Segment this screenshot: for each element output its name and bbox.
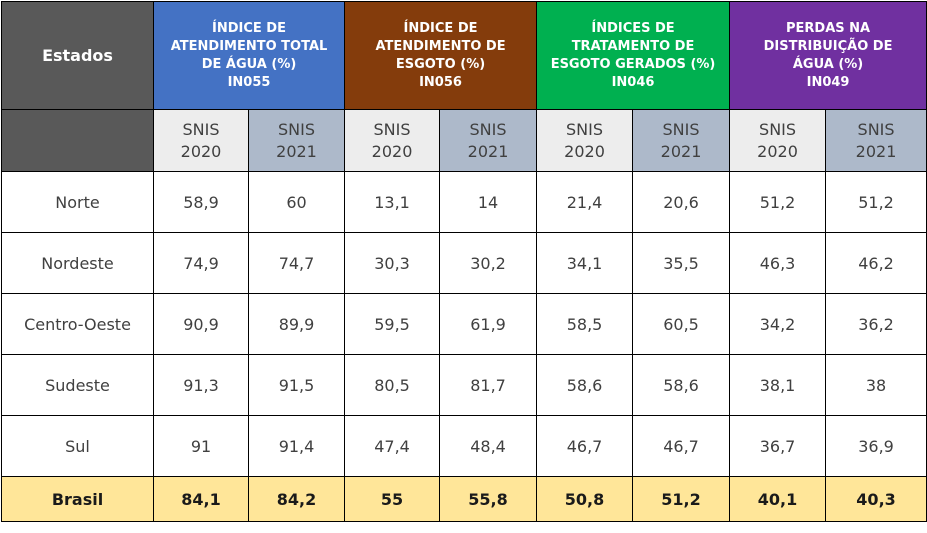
value-cell: 58,6 bbox=[536, 354, 634, 416]
subheader-snis-2020: SNIS 2020 bbox=[344, 109, 441, 172]
subheader-blank bbox=[1, 109, 154, 172]
value-cell: 36,9 bbox=[825, 415, 927, 477]
value-cell: 80,5 bbox=[344, 354, 441, 416]
value-cell: 34,1 bbox=[536, 232, 634, 294]
value-cell: 60,5 bbox=[632, 293, 731, 355]
value-cell: 36,7 bbox=[729, 415, 827, 477]
header-water-distribution-losses: PERDAS NA DISTRIBUIÇÃO DE ÁGUA (%) IN049 bbox=[729, 1, 927, 110]
value-cell: 91,3 bbox=[153, 354, 249, 416]
value-cell: 48,4 bbox=[439, 415, 538, 477]
value-cell: 47,4 bbox=[344, 415, 441, 477]
value-cell: 59,5 bbox=[344, 293, 441, 355]
value-cell: 91,4 bbox=[247, 415, 346, 477]
subheader-row: SNIS 2020 SNIS 2021 SNIS 2020 SNIS 2021 … bbox=[1, 109, 927, 172]
value-cell: 38 bbox=[825, 354, 927, 416]
value-cell: 91,5 bbox=[247, 354, 346, 416]
value-cell: 61,9 bbox=[439, 293, 538, 355]
subheader-snis-2021: SNIS 2021 bbox=[632, 109, 731, 172]
value-cell: 30,2 bbox=[439, 232, 538, 294]
table-row: Norte 58,9 60 13,1 14 21,4 20,6 51,2 51,… bbox=[1, 171, 927, 233]
state-name: Centro-Oeste bbox=[1, 293, 154, 355]
total-value-cell: 40,1 bbox=[729, 476, 827, 522]
value-cell: 91 bbox=[153, 415, 249, 477]
value-cell: 58,9 bbox=[153, 171, 249, 233]
value-cell: 14 bbox=[439, 171, 538, 233]
value-cell: 81,7 bbox=[439, 354, 538, 416]
header-sewage-treatment-index: ÍNDICES DE TRATAMENTO DE ESGOTO GERADOS … bbox=[536, 1, 731, 110]
total-value-cell: 40,3 bbox=[825, 476, 927, 522]
value-cell: 51,2 bbox=[729, 171, 827, 233]
total-value-cell: 50,8 bbox=[536, 476, 634, 522]
value-cell: 20,6 bbox=[632, 171, 731, 233]
value-cell: 51,2 bbox=[825, 171, 927, 233]
subheader-snis-2021: SNIS 2021 bbox=[825, 109, 927, 172]
total-row: Brasil 84,1 84,2 55 55,8 50,8 51,2 40,1 … bbox=[1, 476, 927, 522]
snis-table: Estados ÍNDICE DE ATENDIMENTO TOTAL DE Á… bbox=[1, 1, 927, 522]
subheader-snis-2020: SNIS 2020 bbox=[729, 109, 827, 172]
value-cell: 34,2 bbox=[729, 293, 827, 355]
subheader-snis-2020: SNIS 2020 bbox=[153, 109, 249, 172]
state-name: Sul bbox=[1, 415, 154, 477]
value-cell: 58,5 bbox=[536, 293, 634, 355]
total-value-cell: 55 bbox=[344, 476, 441, 522]
state-name: Sudeste bbox=[1, 354, 154, 416]
value-cell: 90,9 bbox=[153, 293, 249, 355]
subheader-snis-2020: SNIS 2020 bbox=[536, 109, 634, 172]
state-name: Norte bbox=[1, 171, 154, 233]
total-value-cell: 55,8 bbox=[439, 476, 538, 522]
value-cell: 46,7 bbox=[536, 415, 634, 477]
value-cell: 74,7 bbox=[247, 232, 346, 294]
value-cell: 74,9 bbox=[153, 232, 249, 294]
header-sewage-service-index: ÍNDICE DE ATENDIMENTO DE ESGOTO (%) IN05… bbox=[344, 1, 538, 110]
header-water-service-index: ÍNDICE DE ATENDIMENTO TOTAL DE ÁGUA (%) … bbox=[152, 1, 346, 110]
value-cell: 35,5 bbox=[632, 232, 731, 294]
value-cell: 58,6 bbox=[632, 354, 731, 416]
subheader-snis-2021: SNIS 2021 bbox=[247, 109, 346, 172]
value-cell: 13,1 bbox=[344, 171, 441, 233]
header-states: Estados bbox=[1, 1, 154, 110]
table-row: Nordeste 74,9 74,7 30,3 30,2 34,1 35,5 4… bbox=[1, 232, 927, 294]
value-cell: 30,3 bbox=[344, 232, 441, 294]
header-row: Estados ÍNDICE DE ATENDIMENTO TOTAL DE Á… bbox=[1, 1, 927, 110]
value-cell: 89,9 bbox=[247, 293, 346, 355]
value-cell: 46,2 bbox=[825, 232, 927, 294]
value-cell: 46,3 bbox=[729, 232, 827, 294]
table-row: Centro-Oeste 90,9 89,9 59,5 61,9 58,5 60… bbox=[1, 293, 927, 355]
subheader-snis-2021: SNIS 2021 bbox=[439, 109, 538, 172]
table-row: Sudeste 91,3 91,5 80,5 81,7 58,6 58,6 38… bbox=[1, 354, 927, 416]
total-value-cell: 84,2 bbox=[247, 476, 346, 522]
value-cell: 21,4 bbox=[536, 171, 634, 233]
table-row: Sul 91 91,4 47,4 48,4 46,7 46,7 36,7 36,… bbox=[1, 415, 927, 477]
total-value-cell: 51,2 bbox=[632, 476, 731, 522]
value-cell: 46,7 bbox=[632, 415, 731, 477]
state-name: Nordeste bbox=[1, 232, 154, 294]
total-value-cell: 84,1 bbox=[153, 476, 249, 522]
value-cell: 60 bbox=[247, 171, 346, 233]
value-cell: 38,1 bbox=[729, 354, 827, 416]
value-cell: 36,2 bbox=[825, 293, 927, 355]
total-label: Brasil bbox=[1, 476, 154, 522]
